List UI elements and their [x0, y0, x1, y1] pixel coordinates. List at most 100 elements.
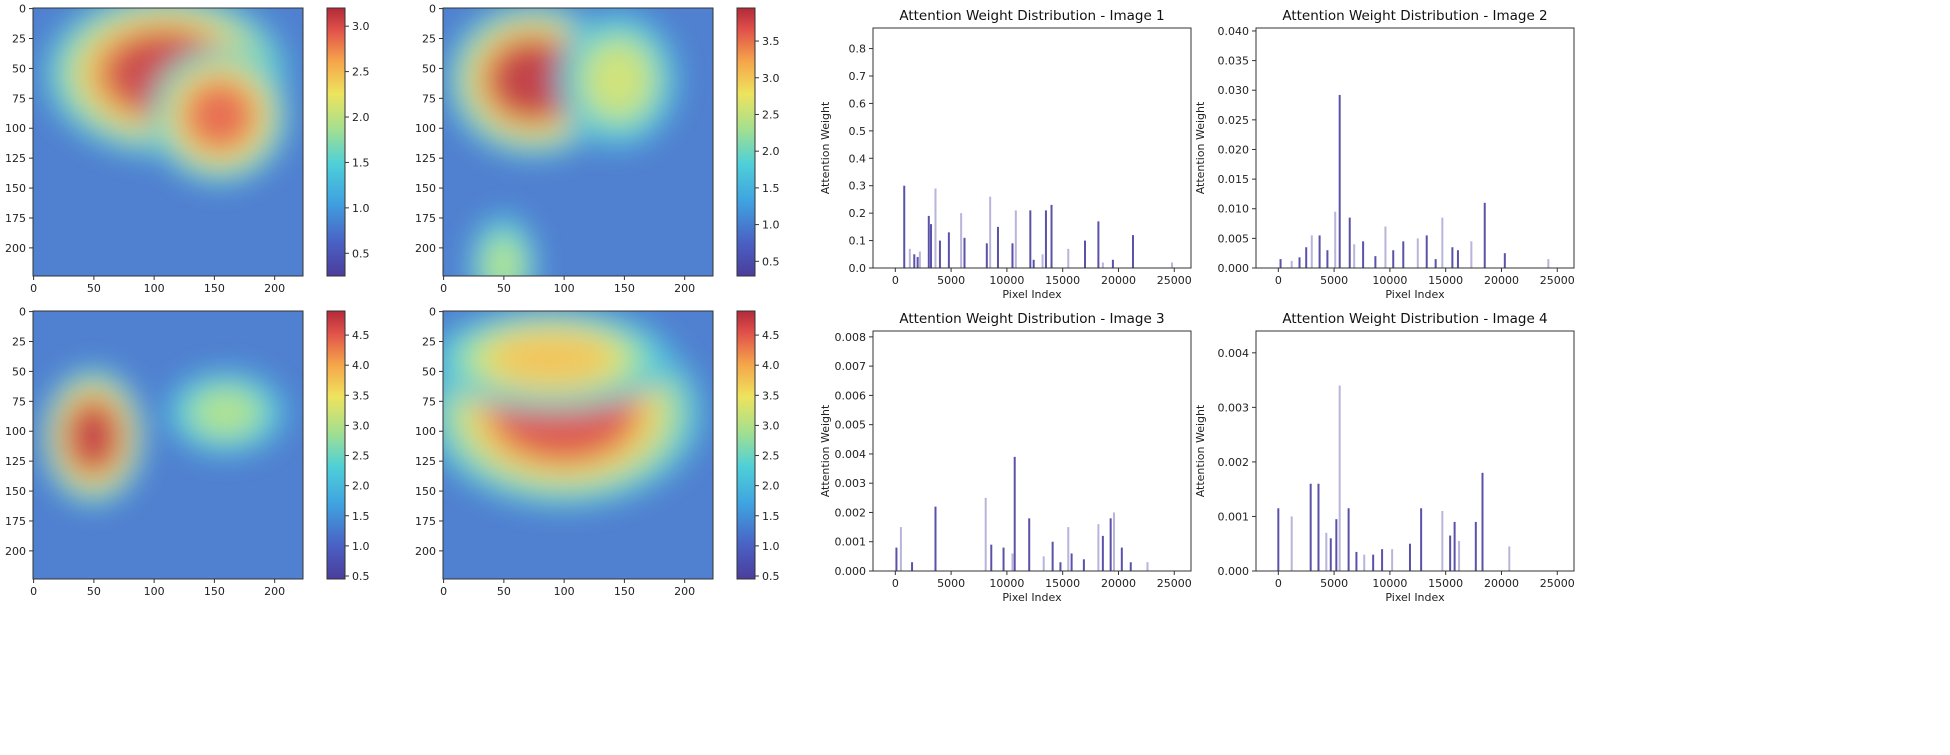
y-tick-label: 25	[422, 336, 436, 349]
colorbar-tick-label: 3.0	[352, 419, 370, 432]
bar	[1028, 518, 1031, 571]
y-tick-label: 150	[5, 182, 26, 195]
y-tick-label: 0.020	[1218, 143, 1250, 156]
x-tick-label: 25000	[1540, 577, 1575, 590]
bar	[1111, 259, 1114, 268]
colorbar-tick-label: 3.5	[762, 389, 780, 402]
colorbar-tick-label: 2.5	[352, 66, 370, 79]
y-tick-label: 0.015	[1218, 173, 1250, 186]
bar	[1434, 259, 1437, 268]
heatmap-image	[33, 8, 303, 276]
bar	[1392, 250, 1395, 268]
bar	[913, 254, 916, 268]
y-tick-label: 0	[429, 306, 436, 319]
bar	[1372, 554, 1375, 571]
axes-frame	[872, 330, 1192, 572]
bar	[1503, 253, 1506, 268]
y-tick-label: 0.2	[849, 207, 867, 220]
heatmap-image	[33, 311, 303, 579]
x-tick-label: 15000	[1428, 577, 1463, 590]
y-tick-label: 150	[415, 485, 436, 498]
colorbar-tick-label: 1.0	[352, 202, 370, 215]
bar	[1029, 210, 1032, 268]
x-tick-label: 20000	[1101, 274, 1136, 287]
attention-chart-2: Attention Weight Distribution - Image 2 0…	[1194, 8, 1575, 301]
bar	[1317, 483, 1320, 571]
y-axis-label: Attention Weight	[1194, 404, 1207, 497]
colorbar-tick-label: 3.0	[352, 20, 370, 33]
y-tick-label: 0.006	[835, 389, 867, 402]
bar	[1011, 243, 1014, 268]
y-tick-label: 75	[422, 395, 436, 408]
y-tick-label: 0.002	[1218, 456, 1250, 469]
x-tick-label: 0	[1275, 274, 1282, 287]
y-tick-label: 175	[415, 212, 436, 225]
heatmap-image	[443, 311, 713, 579]
x-tick-label: 20000	[1101, 577, 1136, 590]
bar	[1374, 256, 1377, 268]
bar	[1298, 257, 1301, 268]
bar	[1416, 238, 1419, 268]
bar	[1402, 241, 1405, 268]
bar	[1277, 508, 1280, 571]
bar	[1458, 541, 1461, 571]
y-tick-label: 0	[429, 3, 436, 16]
bar	[1013, 456, 1016, 571]
colorbar: 4.5 4.0 3.5 3.0 2.5 2.0 1.5 1.0 0.5	[326, 310, 370, 583]
colorbar-tick-label: 2.0	[352, 111, 370, 124]
bar	[1097, 221, 1100, 268]
heatmap-frame	[32, 310, 304, 580]
attention-chart-3: Attention Weight Distribution - Image 3 0…	[819, 311, 1192, 604]
colorbar-gradient	[326, 7, 346, 277]
bar	[1425, 235, 1428, 268]
bar	[1044, 210, 1047, 268]
colorbar-tick-label: 0.5	[352, 570, 370, 583]
y-tick-label: 125	[415, 455, 436, 468]
bar	[1279, 259, 1282, 268]
colorbar: 4.5 4.0 3.5 3.0 2.5 2.0 1.5 1.0 0.5	[736, 310, 780, 583]
hotspot-2-ring-6	[196, 391, 256, 434]
x-tick-label: 0	[30, 282, 37, 295]
colorbar-tick-label: 3.5	[352, 389, 370, 402]
colorbar-tick-label: 4.0	[762, 359, 780, 372]
y-tick-label: 0	[19, 306, 26, 319]
y-tick-label: 0.010	[1218, 203, 1250, 216]
bar	[1363, 554, 1366, 571]
x-tick-label: 100	[144, 585, 165, 598]
bar	[1050, 204, 1053, 268]
bars	[1277, 385, 1511, 571]
x-tick-label: 15000	[1045, 274, 1080, 287]
y-tick-label: 0.030	[1218, 84, 1250, 97]
hotspot-2-ring-6	[492, 333, 611, 384]
x-tick-label: 150	[614, 282, 635, 295]
x-tick-label: 0	[440, 585, 447, 598]
y-tick-label: 25	[422, 33, 436, 46]
y-tick-label: 0.000	[835, 565, 867, 578]
bar	[1441, 511, 1444, 571]
bar	[1456, 250, 1459, 268]
y-tick-label: 0.0	[849, 262, 867, 275]
bar	[1325, 532, 1328, 571]
x-tick-label: 15000	[1045, 577, 1080, 590]
x-tick-label: 50	[497, 585, 511, 598]
x-tick-label: 0	[30, 585, 37, 598]
colorbar-tick-label: 2.0	[762, 145, 780, 158]
bar	[916, 257, 919, 268]
x-axis-label: Pixel Index	[1002, 288, 1062, 301]
x-tick-label: 100	[144, 282, 165, 295]
colorbar-tick-label: 4.5	[352, 329, 370, 342]
y-tick-label: 200	[415, 545, 436, 558]
colorbar-tick-label: 1.0	[352, 540, 370, 553]
x-tick-label: 20000	[1484, 274, 1519, 287]
bar	[947, 232, 950, 268]
bar	[1101, 262, 1104, 268]
y-tick-label: 0.000	[1218, 262, 1250, 275]
x-tick-label: 10000	[1372, 577, 1407, 590]
bar	[1067, 248, 1070, 268]
bar	[1146, 562, 1149, 571]
x-tick-label: 15000	[1428, 274, 1463, 287]
hotspot-3-ring-6	[486, 240, 521, 276]
x-tick-label: 100	[554, 282, 575, 295]
heatmap-4: 0 50 100 150 200 0 25 50 75 100 125 150 175 200 4.5 4.0…	[415, 306, 780, 598]
